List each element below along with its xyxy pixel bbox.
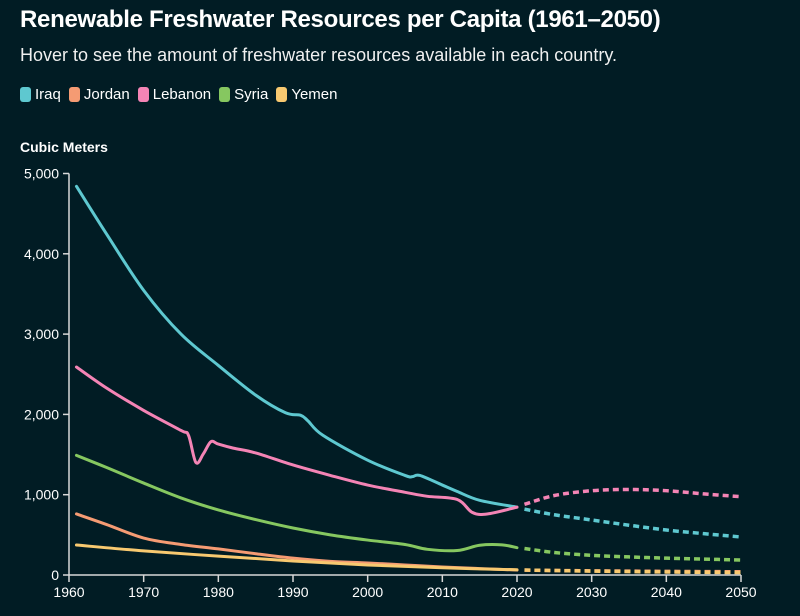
legend-label: Jordan xyxy=(83,86,130,103)
x-tick-label: 2040 xyxy=(651,584,682,600)
legend-swatch xyxy=(20,87,31,102)
y-tick-label: 4,000 xyxy=(24,246,59,262)
y-tick-label: 0 xyxy=(51,567,59,583)
legend-item-jordan[interactable]: Jordan xyxy=(68,86,130,103)
series-projection-yemen[interactable] xyxy=(524,568,742,575)
x-tick-label: 1970 xyxy=(128,584,159,600)
y-tick-label: 5,000 xyxy=(24,166,59,182)
legend-item-yemen[interactable]: Yemen xyxy=(276,86,337,103)
x-tick-label: 2020 xyxy=(501,584,532,600)
series-line-syria[interactable] xyxy=(74,453,519,553)
legend-item-lebanon[interactable]: Lebanon xyxy=(137,86,212,103)
series-projection-iraq[interactable] xyxy=(524,507,742,539)
y-tick-label: 3,000 xyxy=(24,326,59,342)
legend-swatch xyxy=(68,87,80,102)
legend-swatch xyxy=(276,87,288,102)
legend: Iraq Jordan Lebanon Syria Yemen xyxy=(20,86,337,103)
x-tick-label: 2050 xyxy=(725,584,756,600)
y-axis-label: Cubic Meters xyxy=(20,139,108,155)
chart-subtitle: Hover to see the amount of freshwater re… xyxy=(20,45,617,65)
series-projection-lebanon[interactable] xyxy=(523,487,742,507)
series-projection-syria[interactable] xyxy=(524,546,742,562)
y-tick-label: 2,000 xyxy=(24,406,59,422)
x-tick-label: 1990 xyxy=(277,584,308,600)
x-tick-label: 2000 xyxy=(352,584,383,600)
legend-swatch xyxy=(137,87,149,102)
x-tick-label: 2010 xyxy=(427,584,458,600)
legend-item-iraq[interactable]: Iraq xyxy=(20,86,61,103)
legend-item-syria[interactable]: Syria xyxy=(219,86,268,103)
chart-title: Renewable Freshwater Resources per Capit… xyxy=(20,6,661,33)
legend-label: Lebanon xyxy=(152,86,212,103)
series-line-iraq[interactable] xyxy=(74,184,519,509)
legend-label: Syria xyxy=(234,86,269,103)
x-tick-label: 2030 xyxy=(576,584,607,600)
x-tick-label: 1980 xyxy=(203,584,234,600)
legend-swatch xyxy=(219,87,231,102)
x-tick-label: 1960 xyxy=(53,584,84,600)
legend-label: Iraq xyxy=(35,86,61,103)
legend-label: Yemen xyxy=(291,86,338,103)
series-line-yemen[interactable] xyxy=(74,543,519,572)
y-tick-label: 1,000 xyxy=(24,487,59,503)
series-line-lebanon[interactable] xyxy=(74,365,519,516)
